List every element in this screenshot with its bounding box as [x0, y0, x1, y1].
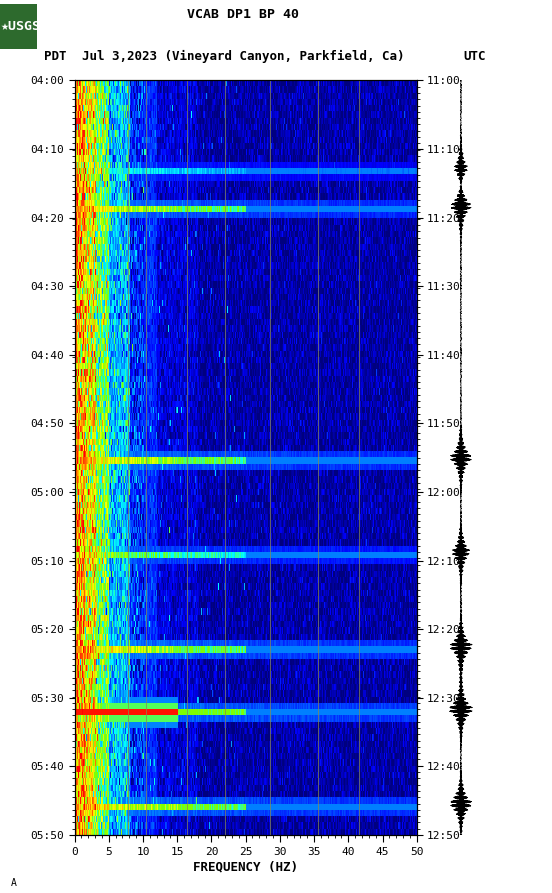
Text: ★USGS: ★USGS — [1, 21, 41, 33]
Text: PDT: PDT — [44, 50, 67, 63]
Text: VCAB DP1 BP 40: VCAB DP1 BP 40 — [187, 8, 299, 21]
X-axis label: FREQUENCY (HZ): FREQUENCY (HZ) — [193, 861, 298, 874]
Text: Jul 3,2023 (Vineyard Canyon, Parkfield, Ca): Jul 3,2023 (Vineyard Canyon, Parkfield, … — [82, 50, 404, 63]
Text: A: A — [11, 878, 17, 888]
Text: UTC: UTC — [463, 50, 486, 63]
FancyBboxPatch shape — [0, 4, 38, 49]
